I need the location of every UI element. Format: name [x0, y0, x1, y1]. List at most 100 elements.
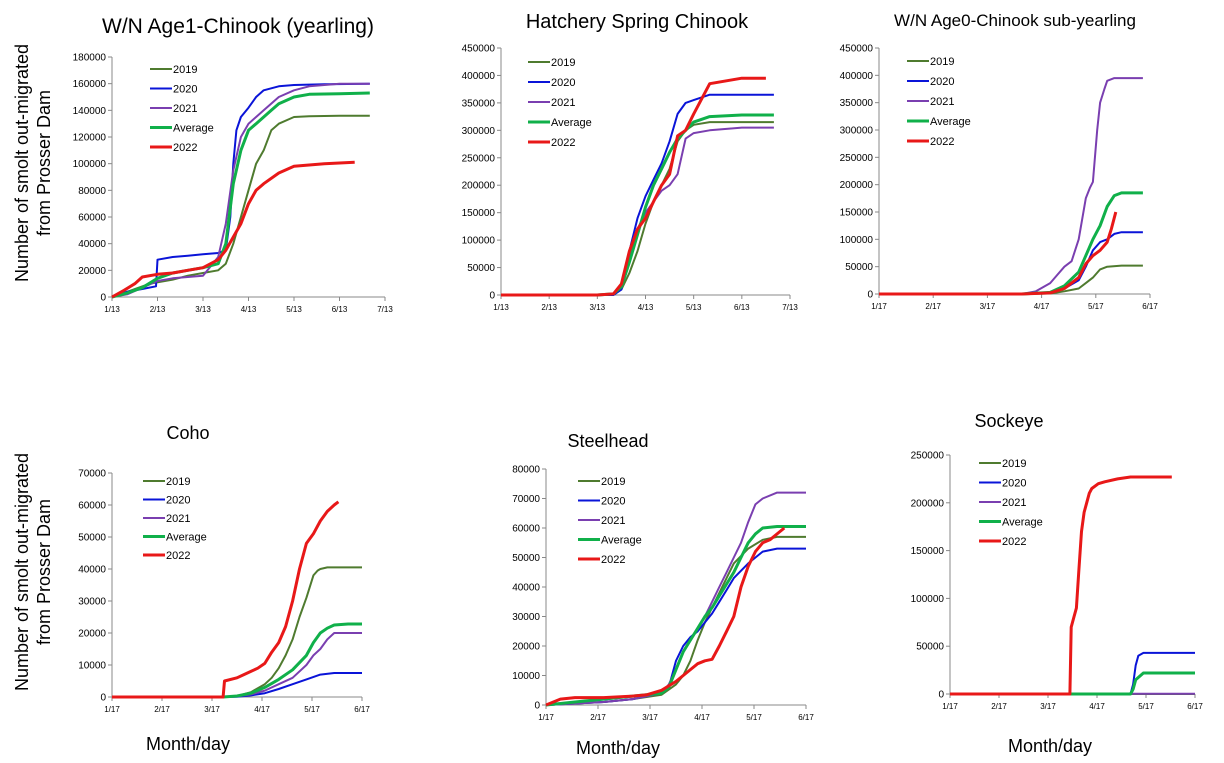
- y-tick-label: 100000: [911, 594, 945, 605]
- legend-label: 2022: [1002, 536, 1026, 548]
- y-tick-label: 100000: [840, 235, 874, 246]
- y-tick-label: 50000: [916, 642, 944, 653]
- legend-label: Average: [930, 116, 971, 128]
- x-tick-label: 4/13: [638, 303, 654, 312]
- x-tick-label: 1/17: [538, 713, 554, 722]
- y-tick-label: 450000: [840, 44, 874, 55]
- legend-label: 2019: [551, 57, 575, 69]
- y-tick-label: 80000: [78, 186, 106, 197]
- x-tick-label: 5/17: [746, 713, 762, 722]
- legend-label: 2019: [166, 476, 190, 488]
- y-tick-label: 350000: [462, 98, 496, 109]
- x-tick-label: 1/13: [104, 305, 120, 314]
- series-line-average: [545, 525, 806, 707]
- y-tick-label: 250000: [462, 153, 496, 164]
- chart-title: W/N Age1-Chinook (yearling): [102, 15, 374, 38]
- x-tick-label: 3/13: [590, 303, 606, 312]
- legend-label: Average: [1002, 517, 1043, 529]
- y-tick-label: 250000: [840, 153, 874, 164]
- y-tick-label: 300000: [840, 126, 874, 137]
- chart-title: Hatchery Spring Chinook: [526, 11, 749, 33]
- series-line-average: [112, 622, 362, 699]
- x-tick-label: 3/17: [980, 302, 996, 311]
- legend-label: 2019: [930, 56, 954, 68]
- y-tick-label: 70000: [78, 469, 106, 480]
- legend-label: 2021: [173, 103, 197, 115]
- chart-title: Sockeye: [974, 411, 1043, 431]
- y-tick-label: 0: [100, 293, 106, 304]
- y-tick-label: 20000: [78, 266, 106, 277]
- y-tick-label: 450000: [462, 44, 496, 55]
- y-axis-label-line2: from Prosser Dam: [34, 89, 54, 237]
- x-tick-label: 2/17: [925, 302, 941, 311]
- legend-label: 2019: [1002, 458, 1026, 470]
- x-tick-label: 4/17: [254, 705, 270, 714]
- series-line-2022: [111, 160, 355, 299]
- x-tick-label: 5/17: [1088, 302, 1104, 311]
- y-tick-label: 20000: [78, 629, 106, 640]
- x-tick-label: 5/17: [1138, 702, 1154, 711]
- x-tick-label: 7/13: [377, 305, 393, 314]
- x-tick-label: 6/13: [734, 303, 750, 312]
- series-line-average: [950, 671, 1195, 696]
- y-tick-label: 400000: [840, 71, 874, 82]
- legend-label: 2020: [930, 76, 954, 88]
- y-axis-label-line2: from Prosser Dam: [34, 498, 54, 646]
- series-line-2020: [501, 93, 774, 296]
- x-tick-label: 3/17: [204, 705, 220, 714]
- series-line-2022: [112, 500, 340, 699]
- series-line-2021: [111, 82, 370, 298]
- legend-label: 2019: [601, 476, 625, 488]
- y-tick-label: 400000: [462, 71, 496, 82]
- y-tick-label: 0: [489, 291, 495, 302]
- y-tick-label: 150000: [840, 208, 874, 219]
- y-tick-label: 150000: [911, 546, 945, 557]
- y-tick-label: 10000: [512, 671, 540, 682]
- legend-label: 2022: [166, 550, 190, 562]
- series-line-2019: [501, 121, 774, 296]
- x-tick-label: 5/13: [686, 303, 702, 312]
- x-tick-label: 1/17: [942, 702, 958, 711]
- chart-title: W/N Age0-Chinook sub-yearling: [894, 11, 1136, 30]
- series-line-2022: [545, 526, 786, 707]
- x-tick-label: 2/17: [590, 713, 606, 722]
- series-line-2019: [879, 264, 1143, 295]
- series-line-2022: [501, 76, 766, 297]
- legend-label: Average: [166, 532, 207, 544]
- x-tick-label: 4/13: [241, 305, 257, 314]
- legend-label: 2020: [601, 496, 625, 508]
- y-axis-label-top: Number of smolt out-migrated from Prosse…: [11, 33, 55, 293]
- series-line-2020: [879, 231, 1143, 295]
- y-tick-label: 10000: [78, 661, 106, 672]
- chart-title: Steelhead: [567, 431, 648, 451]
- x-tick-label: 3/13: [195, 305, 211, 314]
- x-tick-label: 6/17: [798, 713, 814, 722]
- legend-label: 2022: [173, 142, 197, 154]
- x-tick-label: 1/17: [871, 302, 887, 311]
- y-tick-label: 40000: [78, 565, 106, 576]
- legend-label: 2022: [930, 136, 954, 148]
- legend-label: 2022: [551, 137, 575, 149]
- legend-label: 2021: [930, 96, 954, 108]
- x-axis-label-steelhead: Month/day: [575, 738, 661, 758]
- y-tick-label: 200000: [462, 181, 496, 192]
- y-tick-label: 300000: [462, 126, 496, 137]
- x-tick-label: 4/17: [1089, 702, 1105, 711]
- x-tick-label: 2/13: [150, 305, 166, 314]
- legend-label: 2021: [551, 97, 575, 109]
- series-line-average: [111, 91, 370, 299]
- x-tick-label: 4/17: [694, 713, 710, 722]
- series-line-2021: [501, 126, 774, 296]
- legend-label: 2021: [1002, 497, 1026, 509]
- y-tick-label: 50000: [467, 263, 495, 274]
- y-tick-label: 40000: [78, 239, 106, 250]
- legend-label: 2022: [601, 554, 625, 566]
- legend-label: Average: [173, 123, 214, 135]
- x-tick-label: 1/17: [104, 705, 120, 714]
- y-tick-label: 350000: [840, 98, 874, 109]
- y-tick-label: 30000: [512, 612, 540, 623]
- legend-label: 2019: [173, 64, 197, 76]
- y-tick-label: 100000: [462, 236, 496, 247]
- x-tick-label: 6/17: [1187, 702, 1203, 711]
